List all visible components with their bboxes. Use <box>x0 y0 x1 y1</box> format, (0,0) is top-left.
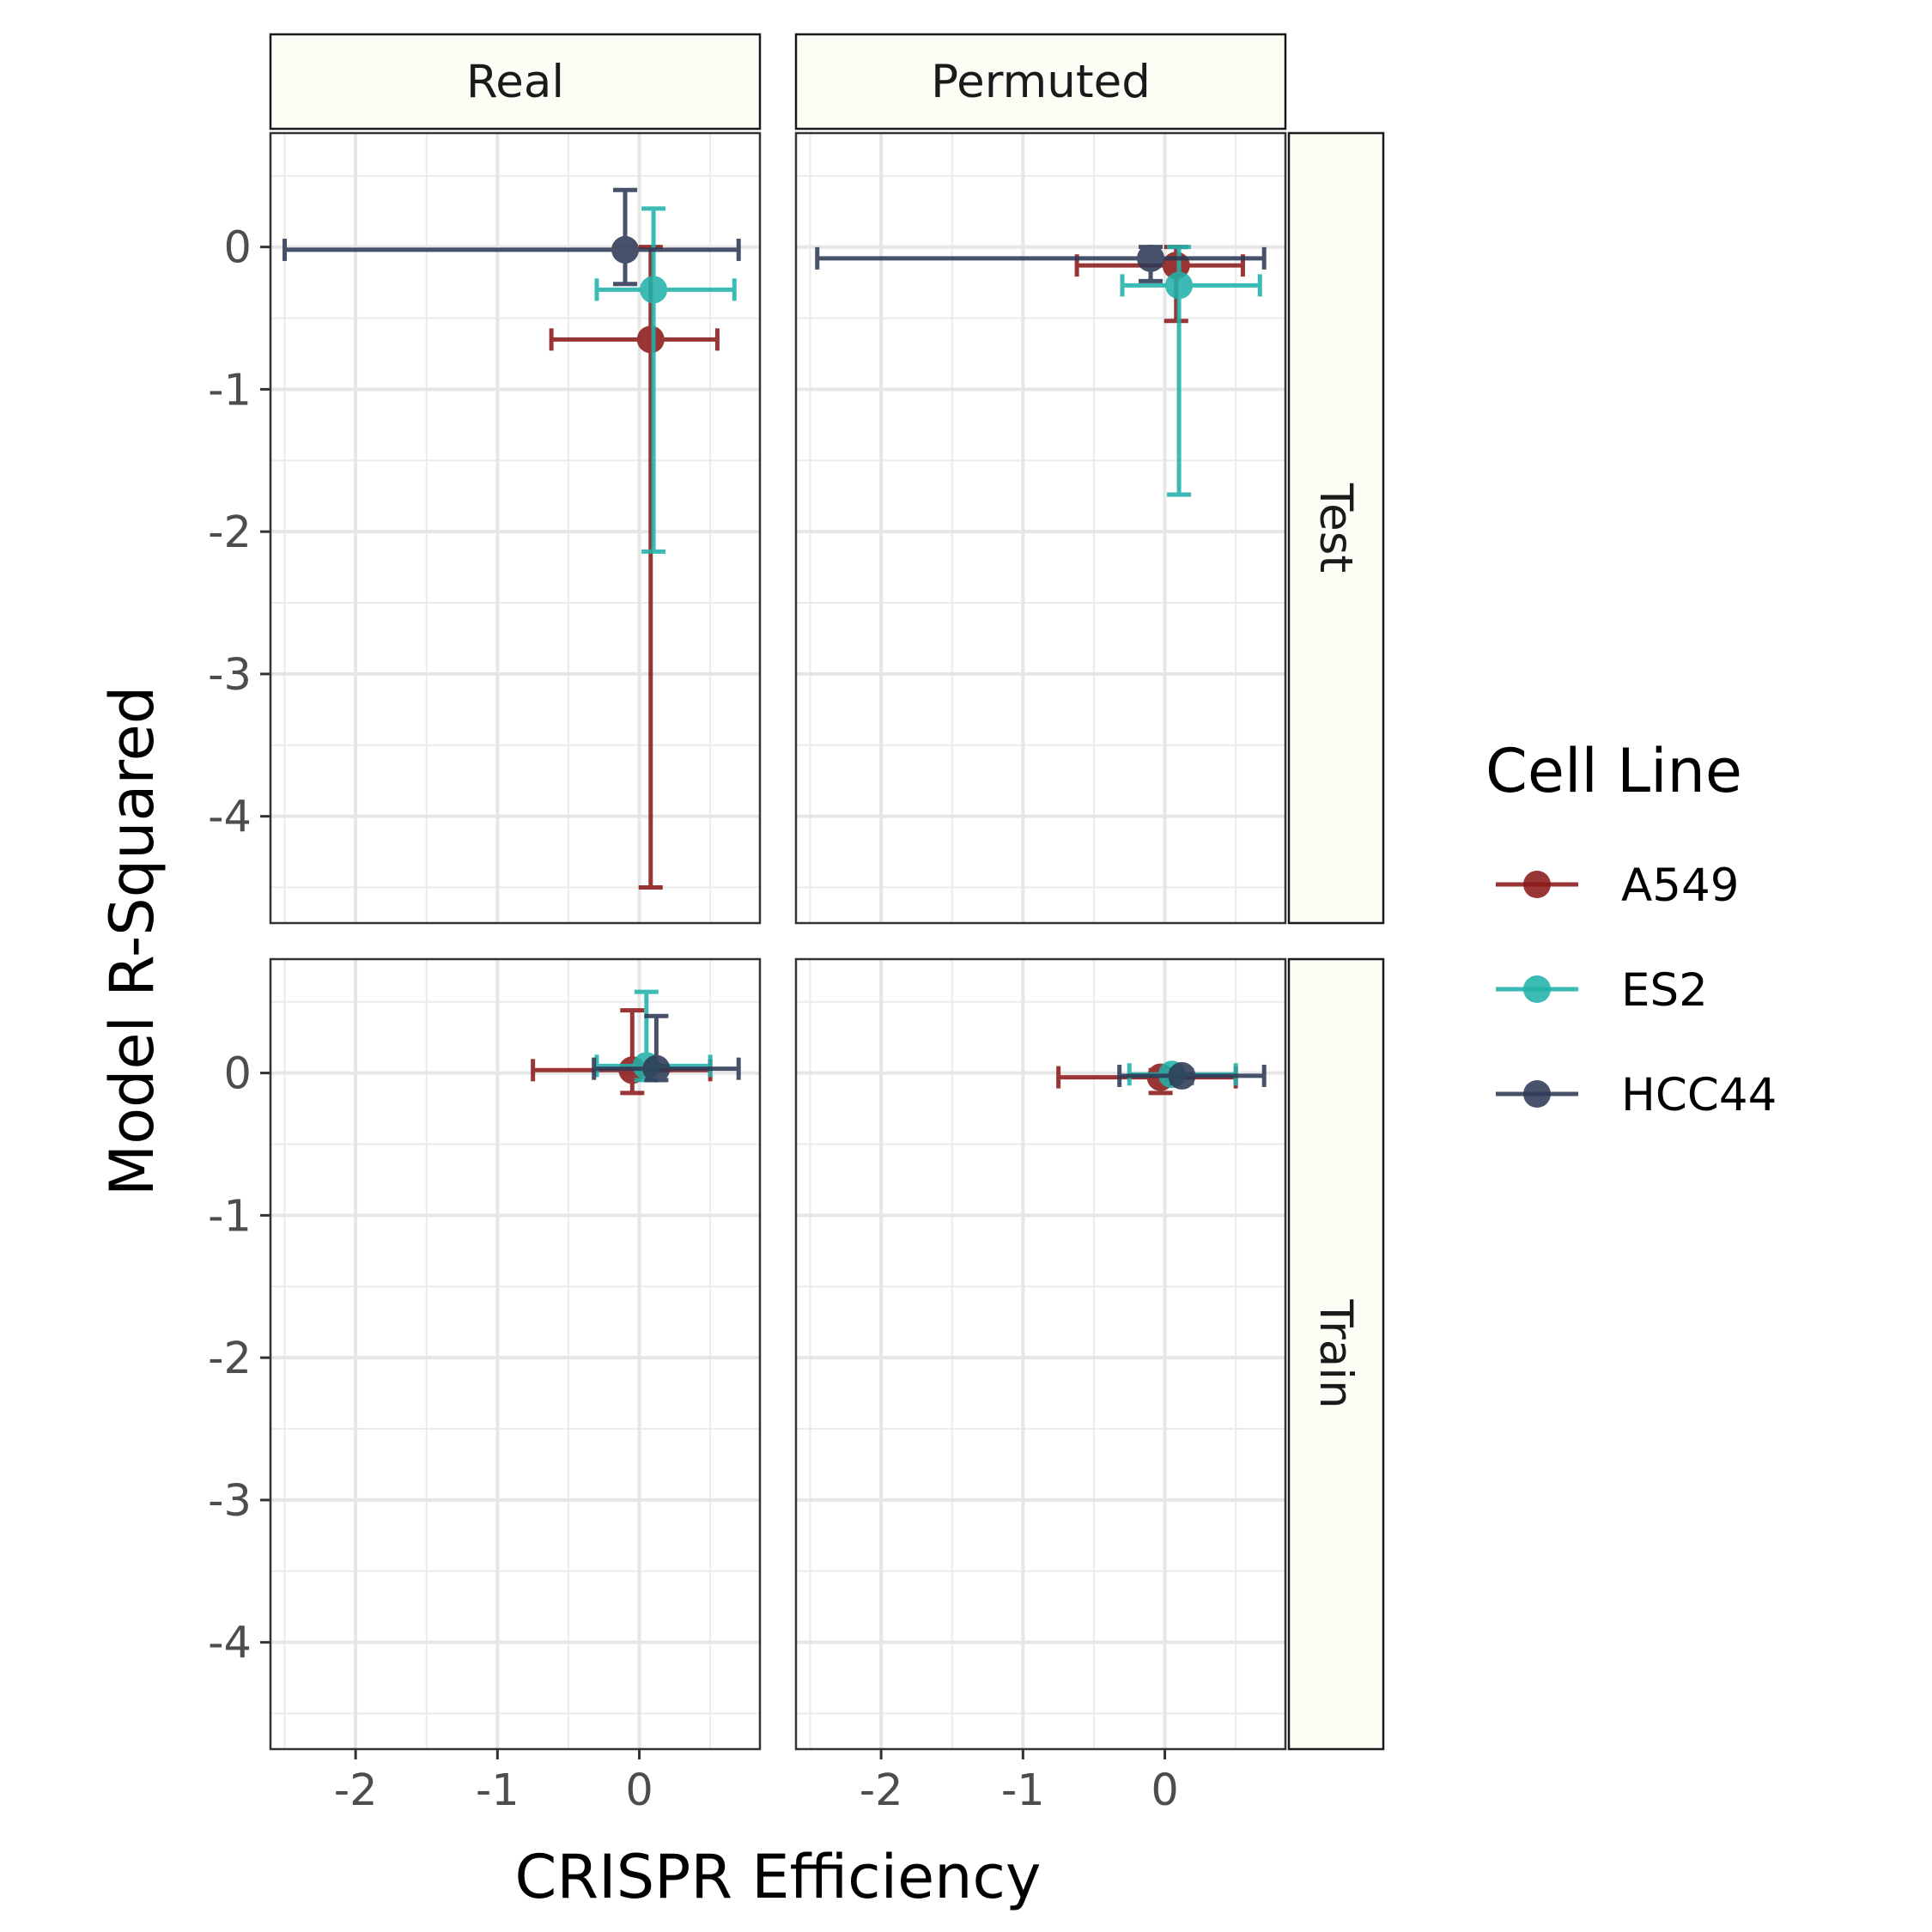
x-tick-label: -2 <box>860 1765 903 1816</box>
y-tick-label: 0 <box>224 1049 252 1100</box>
x-tick-label: -1 <box>1001 1765 1045 1816</box>
legend-key-marker <box>1523 975 1551 1003</box>
legend-label: HCC44 <box>1621 1069 1777 1121</box>
legend-entry-hcc44: HCC44 <box>1496 1069 1777 1121</box>
facet-strip-label: Train <box>1309 1298 1362 1408</box>
panel-background <box>796 133 1285 923</box>
point-marker <box>1165 271 1194 300</box>
y-tick-label: -2 <box>208 1334 252 1384</box>
y-tick-label: -3 <box>208 1476 252 1527</box>
data-point-hcc44 <box>592 1013 741 1083</box>
legend-title: Cell Line <box>1485 736 1742 806</box>
legend: Cell Line A549 ES2 HCC44 <box>1485 736 1777 1121</box>
y-tick-label: -1 <box>208 365 252 416</box>
legend-label: A549 <box>1621 860 1739 912</box>
panel-border <box>269 957 762 1751</box>
point-marker <box>611 235 640 264</box>
y-tick-label: -4 <box>208 1619 252 1669</box>
x-tick-label: 0 <box>625 1765 653 1816</box>
legend-label: ES2 <box>1621 964 1708 1017</box>
legend-key-marker <box>1523 1080 1551 1108</box>
facet-strip-label: Permuted <box>931 56 1151 108</box>
y-axis-title: Model R-Squared <box>97 686 167 1196</box>
x-tick-label: 0 <box>1151 1765 1178 1816</box>
data-point-es2 <box>594 206 737 554</box>
x-tick-label: -1 <box>476 1765 519 1816</box>
data-point-hcc44 <box>283 187 741 287</box>
y-tick-label: -4 <box>208 793 252 843</box>
y-tick-label: 0 <box>224 223 252 274</box>
facet-strip-test <box>1287 131 1385 925</box>
panel-background <box>270 959 760 1749</box>
facet-strip-label: Real <box>466 56 564 108</box>
point-marker <box>636 325 665 354</box>
point-marker <box>1168 1061 1196 1090</box>
point-marker <box>1137 244 1165 272</box>
panel-border <box>269 131 762 925</box>
panel-real-test <box>269 131 762 925</box>
facet-strip-label: Test <box>1309 483 1362 573</box>
legend-entry-es2: ES2 <box>1496 964 1708 1017</box>
facet-strip-permuted <box>794 33 1287 131</box>
facet-strip-train <box>1287 957 1385 1751</box>
panel-background <box>270 133 760 923</box>
data-point-hcc44 <box>815 244 1267 283</box>
data-point-a549 <box>549 245 720 890</box>
panel-real-train <box>269 957 762 1751</box>
facet-strip-real <box>269 33 762 131</box>
data-point-es2 <box>1120 245 1262 497</box>
x-tick-label: -2 <box>334 1765 378 1816</box>
panel-permuted-test <box>794 131 1287 925</box>
legend-entry-a549: A549 <box>1496 860 1739 912</box>
panel-border <box>794 131 1287 925</box>
x-axis-title: CRISPR Efficiency <box>515 1842 1042 1912</box>
y-tick-label: -2 <box>208 507 252 558</box>
data-point-hcc44 <box>1117 1061 1267 1090</box>
point-marker <box>642 1054 671 1083</box>
y-tick-label: -1 <box>208 1191 252 1242</box>
panel-border <box>794 957 1287 1751</box>
point-marker <box>640 276 668 304</box>
y-tick-label: -3 <box>208 650 252 701</box>
panel-background <box>796 959 1285 1749</box>
panel-permuted-train <box>794 957 1287 1751</box>
legend-key-marker <box>1523 871 1551 898</box>
